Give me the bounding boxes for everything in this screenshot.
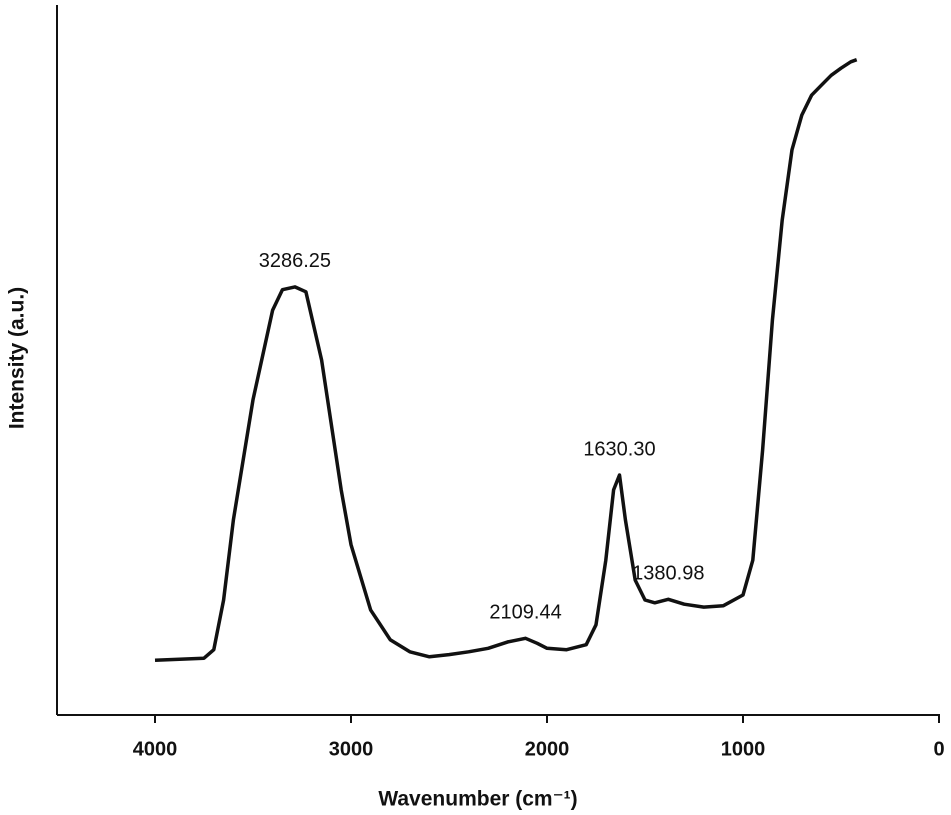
spectrum-line [154, 58, 858, 663]
x-tick-label: 4000 [133, 738, 178, 760]
peak-label: 2109.44 [489, 602, 561, 624]
x-tick-label: 3000 [329, 738, 374, 760]
y-axis-label: Intensity (a.u.) [6, 287, 29, 429]
x-axis-label: Wavenumber (cm⁻¹) [378, 788, 577, 811]
peak-label: 1380.98 [632, 563, 704, 585]
peak-label: 3286.25 [259, 250, 331, 272]
x-tick-label: 2000 [525, 738, 570, 760]
x-tick-label: 0 [933, 738, 944, 760]
peak-label: 1630.30 [583, 438, 655, 460]
x-tick-label: 1000 [721, 738, 766, 760]
